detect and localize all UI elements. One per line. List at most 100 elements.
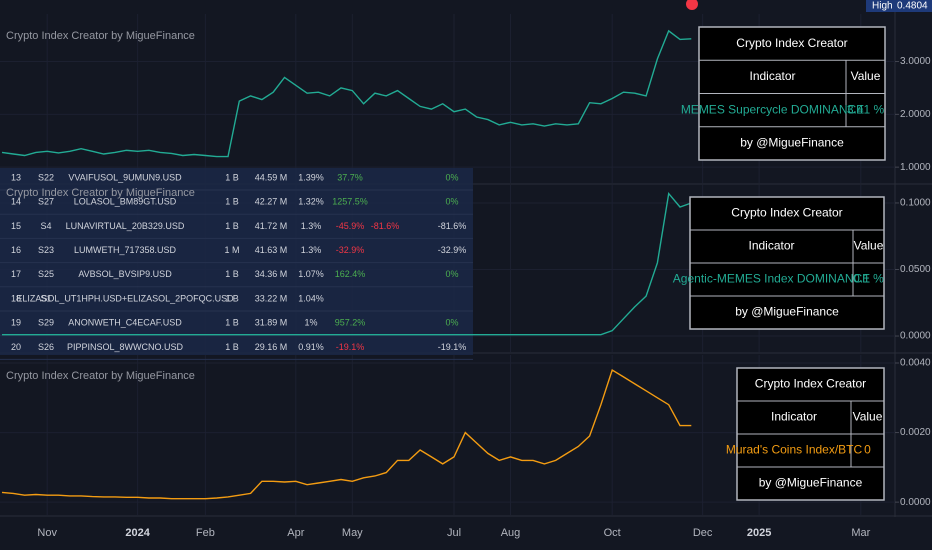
table-cell: 29.16 M: [255, 342, 288, 352]
table-cell: 33.22 M: [255, 293, 288, 303]
table-cell: LUMWETH_717358.USD: [74, 245, 177, 255]
info-footer: by @MigueFinance: [759, 476, 863, 490]
table-cell: 19: [11, 318, 21, 328]
table-cell: 31.89 M: [255, 318, 288, 328]
table-cell: S1: [40, 293, 51, 303]
table-cell: 1.39%: [298, 172, 324, 182]
table-cell: 34.36 M: [255, 269, 288, 279]
alert-icon: [686, 0, 698, 10]
table-cell: VVAIFUSOL_9UMUN9.USD: [68, 172, 182, 182]
x-tick-label: Nov: [37, 527, 57, 539]
info-header: Value: [853, 410, 883, 424]
table-cell: 1257.5%: [332, 197, 368, 207]
y-tick-label: 0.0020: [900, 427, 931, 438]
table-cell: -19.1%: [336, 342, 365, 352]
table-cell: 1 B: [225, 293, 239, 303]
table-cell: LUNAVIRTUAL_20B329.USD: [66, 221, 185, 231]
table-cell: S23: [38, 245, 54, 255]
table-cell: 41.63 M: [255, 245, 288, 255]
table-cell: 13: [11, 172, 21, 182]
table-cell: 1.3%: [301, 221, 322, 231]
x-tick-label: Jul: [447, 527, 461, 539]
x-tick-label: Aug: [501, 527, 521, 539]
table-cell: AVBSOL_BVSIP9.USD: [78, 269, 172, 279]
y-tick-label: 0.1000: [900, 198, 931, 209]
pane-title: Crypto Index Creator by MigueFinance: [6, 30, 195, 42]
table-cell: S27: [38, 197, 54, 207]
table-cell: S29: [38, 318, 54, 328]
table-cell: 0.91%: [298, 342, 324, 352]
table-cell: S25: [38, 269, 54, 279]
y-tick-label: 0.0040: [900, 358, 931, 369]
table-cell: 1 B: [225, 318, 239, 328]
table-cell: 1.32%: [298, 197, 324, 207]
info-header: Indicator: [771, 410, 817, 424]
x-tick-label: Mar: [851, 527, 870, 539]
table-cell: -32.9%: [336, 245, 365, 255]
info-footer: by @MigueFinance: [735, 305, 839, 319]
x-tick-label: May: [342, 527, 363, 539]
table-cell: 1 B: [225, 269, 239, 279]
table-cell: 37.7%: [337, 172, 363, 182]
table-cell: 1 B: [225, 197, 239, 207]
series-line: [2, 191, 692, 336]
y-tick-label: 0.0500: [900, 264, 931, 275]
x-tick-label: 2024: [125, 527, 150, 539]
table-cell: 16: [11, 245, 21, 255]
table-cell: 957.2%: [335, 318, 366, 328]
x-tick-label: Oct: [604, 527, 621, 539]
table-cell: 14: [11, 197, 21, 207]
table-cell: 1 B: [225, 221, 239, 231]
info-value: 3.41 %: [847, 102, 885, 116]
table-cell: -45.9%: [336, 221, 365, 231]
info-footer: by @MigueFinance: [740, 136, 844, 150]
table-cell: -81.6%: [371, 221, 400, 231]
series-line: [1, 368, 692, 500]
info-indicator: Murad's Coins Index/BTC: [726, 443, 863, 457]
table-cell: 1.3%: [301, 245, 322, 255]
table-cell: 1 M: [224, 245, 239, 255]
table-cell: ELIZASOL_UT1HPH.USD+ELIZASOL_2POFQC.USD: [16, 293, 234, 303]
table-cell: 1.07%: [298, 269, 324, 279]
high-badge: [866, 0, 932, 12]
high-value: 0.4804: [897, 1, 928, 12]
pane-title: Crypto Index Creator by MigueFinance: [6, 187, 195, 199]
table-cell: -19.1%: [438, 342, 467, 352]
table-cell: 1%: [304, 318, 317, 328]
table-cell: 44.59 M: [255, 172, 288, 182]
info-title: Crypto Index Creator: [736, 36, 847, 50]
table-cell: 20: [11, 342, 21, 352]
table-cell: S26: [38, 342, 54, 352]
y-tick-label: 0.0000: [900, 331, 931, 342]
y-tick-label: 3.0000: [900, 56, 931, 67]
ranking-table-bg: [0, 168, 473, 355]
x-tick-label: Apr: [287, 527, 304, 539]
info-header: Value: [854, 239, 884, 253]
info-title: Crypto Index Creator: [731, 206, 842, 220]
table-cell: S4: [40, 221, 51, 231]
table-cell: 0%: [445, 197, 458, 207]
table-cell: -32.9%: [438, 245, 467, 255]
table-cell: -81.6%: [438, 221, 467, 231]
x-tick-label: 2025: [747, 527, 771, 539]
info-header: Indicator: [748, 239, 794, 253]
table-cell: 0%: [445, 269, 458, 279]
info-indicator: Agentic-MEMES Index DOMINANCE: [673, 272, 870, 286]
info-value: 0.1 %: [853, 272, 884, 286]
x-tick-label: Feb: [196, 527, 215, 539]
table-cell: 0%: [445, 318, 458, 328]
table-cell: 1.04%: [298, 293, 324, 303]
info-indicator: MEMES Supercycle DOMINANCE: [681, 102, 864, 116]
info-header: Indicator: [749, 69, 795, 83]
info-header: Value: [851, 69, 881, 83]
table-cell: 1 B: [225, 342, 239, 352]
y-tick-label: 2.0000: [900, 109, 931, 120]
y-tick-label: 1.0000: [900, 162, 931, 173]
table-cell: 15: [11, 221, 21, 231]
table-cell: 18: [11, 293, 21, 303]
table-cell: 41.72 M: [255, 221, 288, 231]
table-cell: 1 B: [225, 172, 239, 182]
table-cell: 162.4%: [335, 269, 366, 279]
info-title: Crypto Index Creator: [755, 377, 866, 391]
